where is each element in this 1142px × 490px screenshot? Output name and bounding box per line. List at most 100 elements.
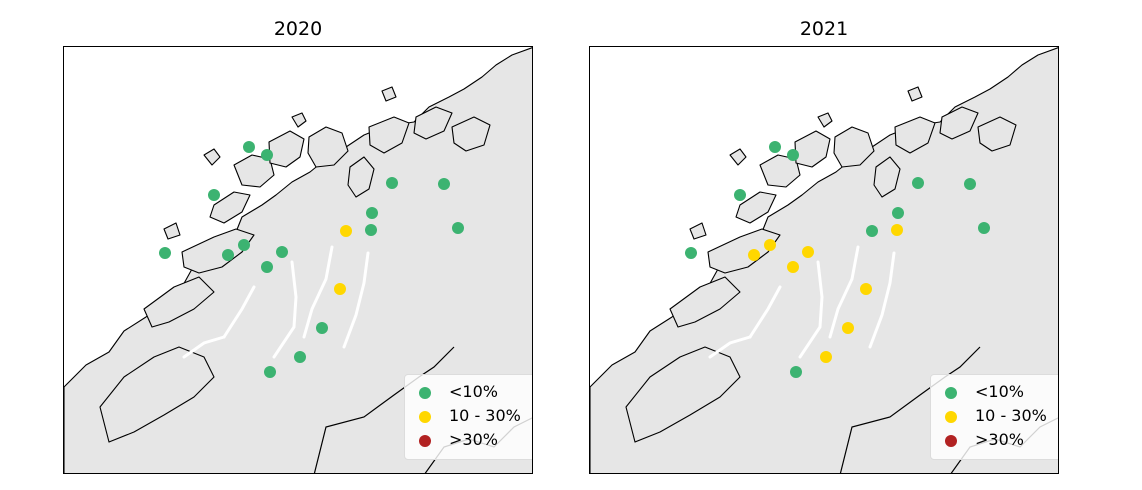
station-marker-low (261, 149, 273, 161)
land-shape (759, 154, 801, 188)
station-marker-mid (748, 249, 760, 261)
legend-marker-mid (945, 411, 957, 423)
land-shape (707, 228, 781, 274)
station-marker-mid (860, 283, 872, 295)
station-layer (159, 141, 464, 378)
station-marker-low (366, 207, 378, 219)
legend-marker-mid (419, 411, 431, 423)
station-marker-mid (764, 239, 776, 251)
station-marker-low (866, 225, 878, 237)
map-area (590, 47, 1058, 473)
land-shape (99, 346, 215, 443)
station-marker-low (790, 366, 802, 378)
station-marker-mid (802, 246, 814, 258)
station-marker-mid (334, 283, 346, 295)
station-marker-low (964, 178, 976, 190)
land-layer (590, 47, 1058, 473)
panel-title: 2020 (273, 18, 323, 40)
station-marker-low (912, 177, 924, 189)
fjord-channel (798, 260, 824, 359)
land-shape (689, 222, 707, 240)
station-marker-low (243, 141, 255, 153)
station-marker-low (159, 247, 171, 259)
land-shape (729, 148, 747, 166)
land-shape (291, 112, 307, 128)
legend-label-low: <10% (449, 382, 498, 401)
legend-marker-high (945, 435, 957, 447)
land-shape (413, 106, 453, 140)
legend-label-mid: 10 - 30% (449, 406, 521, 425)
station-marker-low (294, 351, 306, 363)
map-panel-2020: 2020 <10% 10 - 30% >30% (63, 0, 533, 490)
land-shape (347, 156, 375, 198)
legend-label-low: <10% (975, 382, 1024, 401)
land-shape (163, 222, 181, 240)
fjord-channel (302, 245, 334, 339)
fjord-channel (272, 260, 298, 359)
station-marker-mid (820, 351, 832, 363)
station-marker-low (365, 224, 377, 236)
station-marker-low (685, 247, 697, 259)
map-area (64, 47, 532, 473)
station-marker-low (452, 222, 464, 234)
legend-marker-high (419, 435, 431, 447)
station-marker-low (238, 239, 250, 251)
land-shape (268, 130, 305, 168)
map-legend: <10% 10 - 30% >30% (930, 374, 1058, 460)
legend-item-low: <10% (931, 381, 1058, 405)
panel-title: 2021 (799, 18, 849, 40)
fjord-channel (342, 251, 370, 349)
legend-label-high: >30% (449, 430, 498, 449)
legend-item-mid: 10 - 30% (405, 405, 532, 429)
country-border (313, 346, 455, 473)
land-shape (939, 106, 979, 140)
land-shape (625, 346, 741, 443)
station-marker-low (892, 207, 904, 219)
land-shape (669, 276, 741, 328)
land-shape (977, 116, 1017, 152)
map-frame: <10% 10 - 30% >30% (63, 46, 533, 474)
station-marker-mid (891, 224, 903, 236)
land-shape (817, 112, 833, 128)
map-frame: <10% 10 - 30% >30% (589, 46, 1059, 474)
legend-item-low: <10% (405, 381, 532, 405)
land-shape (181, 228, 255, 274)
station-marker-low (208, 189, 220, 201)
fjord-channel (828, 245, 860, 339)
legend-marker-low (419, 387, 431, 399)
legend-label-high: >30% (975, 430, 1024, 449)
station-marker-low (261, 261, 273, 273)
fjord-channel (222, 285, 256, 339)
station-marker-low (787, 149, 799, 161)
land-shape (143, 276, 215, 328)
land-shape (735, 191, 777, 224)
station-marker-low (264, 366, 276, 378)
map-legend: <10% 10 - 30% >30% (404, 374, 532, 460)
land-layer (64, 47, 532, 473)
legend-marker-low (945, 387, 957, 399)
fjord-channel (708, 335, 752, 359)
fjord-channel (182, 335, 226, 359)
land-shape (233, 154, 275, 188)
station-marker-low (222, 249, 234, 261)
land-shape (873, 156, 901, 198)
station-layer (685, 141, 990, 378)
land-shape (381, 86, 397, 102)
station-marker-low (438, 178, 450, 190)
station-marker-low (276, 246, 288, 258)
land-shape (451, 116, 491, 152)
land-shape (894, 116, 936, 154)
station-marker-mid (787, 261, 799, 273)
land-shape (209, 191, 251, 224)
legend-label-mid: 10 - 30% (975, 406, 1047, 425)
country-border (839, 346, 981, 473)
station-marker-low (769, 141, 781, 153)
legend-item-high: >30% (405, 429, 532, 453)
station-marker-low (734, 189, 746, 201)
fjord-layer (708, 245, 896, 359)
land-shape (833, 126, 875, 168)
fjord-channel (748, 285, 782, 339)
land-shape (368, 116, 410, 154)
station-marker-low (316, 322, 328, 334)
land-shape (907, 86, 923, 102)
